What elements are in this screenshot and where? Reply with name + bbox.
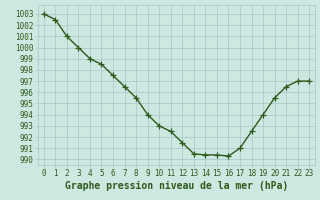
X-axis label: Graphe pression niveau de la mer (hPa): Graphe pression niveau de la mer (hPa)	[65, 181, 288, 191]
